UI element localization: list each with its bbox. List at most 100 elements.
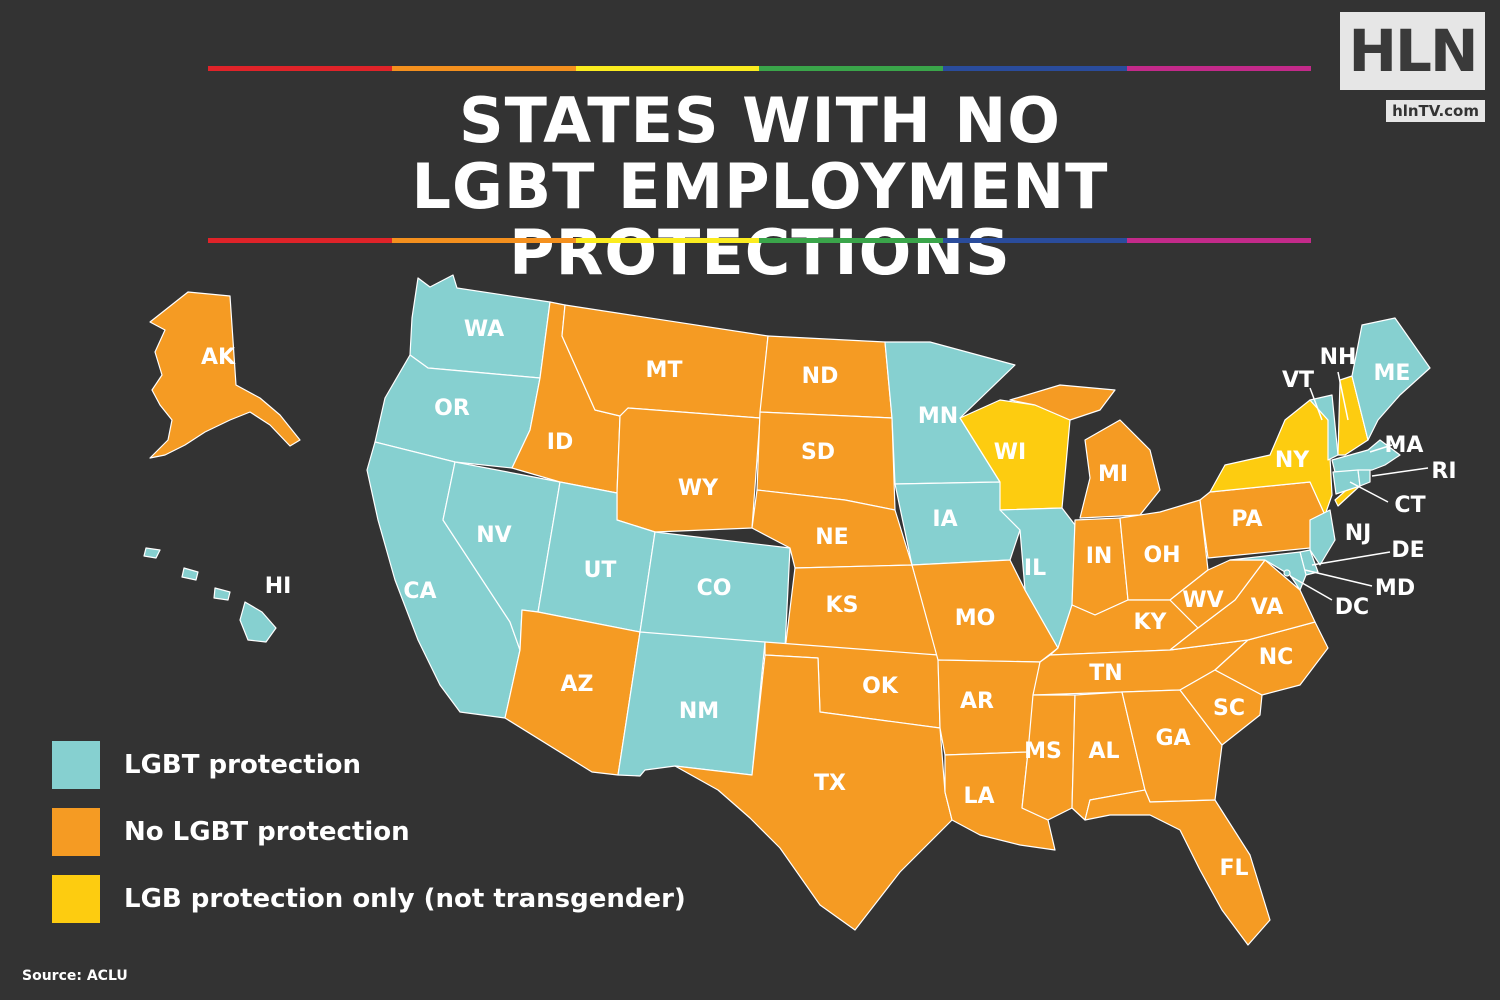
label-NV: NV <box>476 523 511 548</box>
label-ID: ID <box>547 430 573 455</box>
label-WY: WY <box>678 476 719 501</box>
label-DC: DC <box>1335 595 1369 620</box>
label-ME: ME <box>1374 361 1411 386</box>
label-VT: VT <box>1282 368 1314 393</box>
source-note: Source: ACLU <box>22 968 128 984</box>
rainbow-purple <box>1127 66 1311 71</box>
label-MD: MD <box>1375 576 1415 601</box>
legend-item-protection: LGBT protection <box>52 741 361 789</box>
label-AR: AR <box>960 689 994 714</box>
state-RI <box>1357 469 1371 487</box>
label-IL: IL <box>1024 556 1046 581</box>
label-OR: OR <box>434 396 470 421</box>
label-VA: VA <box>1251 595 1284 620</box>
label-MT: MT <box>646 358 683 383</box>
rainbow-green <box>759 238 944 243</box>
state-SC <box>1179 669 1263 746</box>
state-NJ <box>1309 509 1336 566</box>
title-line-1: STATES WITH NO <box>458 84 1061 157</box>
bottom-rainbow-rule <box>208 238 1311 243</box>
state-HI <box>143 547 277 643</box>
leader-vt <box>1309 387 1323 421</box>
leader-nh <box>1337 371 1349 421</box>
leader-ma <box>1369 444 1393 453</box>
legend-swatch-no-protection <box>52 808 100 856</box>
logo-box: HLN <box>1340 12 1485 90</box>
rainbow-yellow <box>575 238 760 243</box>
hln-logo: HLN hlnTV.com <box>1340 12 1485 122</box>
label-WV: WV <box>1182 588 1223 613</box>
legend-item-no-protection: No LGBT protection <box>52 808 410 856</box>
rainbow-red <box>208 238 392 243</box>
label-IA: IA <box>932 507 957 532</box>
state-MI <box>1009 384 1161 519</box>
state-KS <box>784 564 939 656</box>
leader-ri <box>1371 467 1429 477</box>
leader-dc <box>1289 575 1333 601</box>
state-FL <box>1084 789 1271 946</box>
state-WI <box>959 399 1071 511</box>
logo-url: hlnTV.com <box>1386 100 1485 122</box>
leader-ct <box>1349 481 1389 503</box>
label-SC: SC <box>1213 696 1245 721</box>
label-TX: TX <box>814 771 846 796</box>
leader-de <box>1311 551 1391 566</box>
logo-text: HLN <box>1348 17 1478 85</box>
rainbow-red <box>208 66 392 71</box>
label-IN: IN <box>1086 544 1113 569</box>
top-rainbow-rule <box>208 66 1311 71</box>
label-WA: WA <box>464 317 504 342</box>
label-GA: GA <box>1155 726 1190 751</box>
legend-label-no-protection: No LGBT protection <box>124 817 410 847</box>
label-RI: RI <box>1431 459 1456 484</box>
rainbow-blue <box>943 66 1128 71</box>
label-SD: SD <box>801 440 835 465</box>
label-NE: NE <box>815 525 848 550</box>
label-PA: PA <box>1231 507 1262 532</box>
label-MO: MO <box>955 606 996 631</box>
state-CT <box>1332 469 1361 495</box>
label-NM: NM <box>679 699 719 724</box>
rainbow-orange <box>391 238 576 243</box>
state-AK <box>149 291 301 459</box>
rainbow-orange <box>391 66 576 71</box>
label-NJ: NJ <box>1345 521 1372 546</box>
label-UT: UT <box>584 558 617 583</box>
label-KS: KS <box>826 593 859 618</box>
label-MN: MN <box>918 404 958 429</box>
legend-item-lgb-only: LGB protection only (not transgender) <box>52 875 686 923</box>
label-OH: OH <box>1143 543 1180 568</box>
state-NM <box>617 631 766 777</box>
legend-label-protection: LGBT protection <box>124 750 361 780</box>
label-TN: TN <box>1089 661 1122 686</box>
label-DE: DE <box>1391 538 1424 563</box>
label-LA: LA <box>963 784 994 809</box>
label-MI: MI <box>1098 462 1128 487</box>
label-FL: FL <box>1219 856 1248 881</box>
label-AZ: AZ <box>561 672 594 697</box>
leader-md <box>1304 569 1373 587</box>
state-MD <box>1229 551 1307 591</box>
label-CO: CO <box>697 576 732 601</box>
label-CA: CA <box>403 579 436 604</box>
label-NY: NY <box>1275 448 1310 473</box>
label-AK: AK <box>201 345 236 370</box>
rainbow-purple <box>1127 238 1311 243</box>
label-ND: ND <box>802 364 839 389</box>
label-NH: NH <box>1320 345 1357 370</box>
label-NC: NC <box>1259 645 1294 670</box>
rainbow-yellow <box>575 66 760 71</box>
label-OK: OK <box>862 674 899 699</box>
title-line-2: LGBT EMPLOYMENT PROTECTIONS <box>411 150 1109 289</box>
label-CT: CT <box>1394 493 1425 518</box>
state-DC <box>1283 569 1291 577</box>
label-MA: MA <box>1385 433 1424 458</box>
state-VT <box>1309 394 1339 461</box>
state-WY <box>616 407 761 533</box>
state-ME <box>1351 317 1431 441</box>
state-NH <box>1337 375 1369 456</box>
label-KY: KY <box>1134 610 1168 635</box>
state-TX <box>674 654 953 931</box>
rainbow-blue <box>943 238 1128 243</box>
